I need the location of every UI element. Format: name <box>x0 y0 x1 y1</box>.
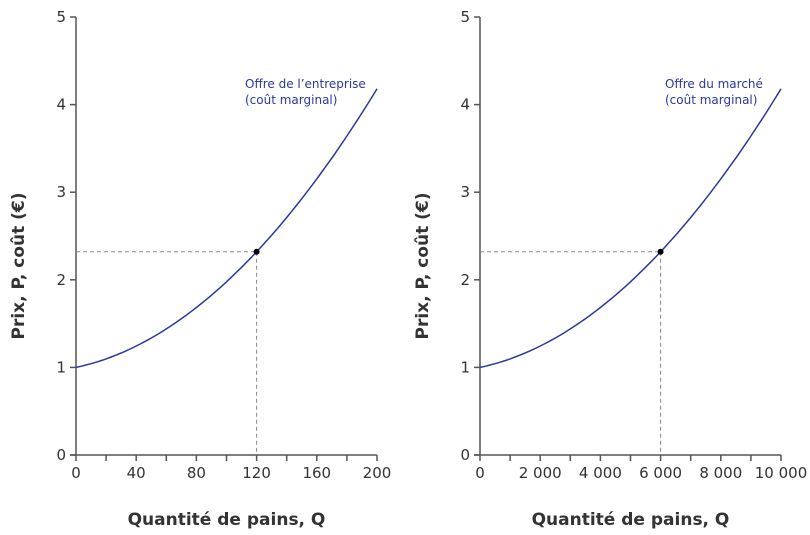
y-tick-label: 5 <box>460 8 470 26</box>
x-tick-label: 160 <box>302 464 331 482</box>
y-tick-label: 2 <box>56 271 66 289</box>
supply-curve <box>75 88 378 369</box>
y-tick-label: 0 <box>460 446 470 464</box>
x-tick-label: 10 000 <box>755 464 808 482</box>
equilibrium-point <box>657 248 664 255</box>
x-tick-label: 6 000 <box>639 464 682 482</box>
curve-annotation: (coût marginal) <box>245 93 337 107</box>
x-tick-label: 120 <box>242 464 271 482</box>
y-tick-label: 4 <box>56 96 66 114</box>
x-tick-label: 40 <box>127 464 146 482</box>
x-tick-label: 0 <box>71 464 81 482</box>
y-tick-label: 0 <box>56 446 66 464</box>
y-tick-label: 2 <box>460 271 470 289</box>
curve-annotation: (coût marginal) <box>665 93 757 107</box>
x-tick-label: 200 <box>363 464 392 482</box>
y-tick-label: 3 <box>460 183 470 201</box>
y-axis-label: Prix, P, coût (€) <box>413 193 433 340</box>
x-tick-label: 80 <box>187 464 206 482</box>
curve-annotation: Offre du marché <box>665 77 763 91</box>
supply-curve <box>479 88 782 369</box>
y-tick-label: 1 <box>460 358 470 376</box>
y-axis-label: Prix, P, coût (€) <box>9 193 29 340</box>
chart-panel-2: 0 1 2 3 4 5 0 2 000 4 000 6 000 8 000 10 000 Quantit… <box>413 8 807 530</box>
x-axis-label: Quantité de pains, Q <box>532 510 730 530</box>
y-tick-label: 4 <box>460 96 470 114</box>
y-tick-label: 3 <box>56 183 66 201</box>
equilibrium-point <box>253 248 260 255</box>
y-tick-label: 1 <box>56 358 66 376</box>
chart-panel-1: 0 1 2 3 4 5 0 40 80 120 160 200 Quantité de pains, Q… <box>9 8 391 530</box>
x-tick-label: 8 000 <box>699 464 742 482</box>
x-axis-label: Quantité de pains, Q <box>128 510 326 530</box>
y-tick-label: 5 <box>56 8 66 26</box>
x-tick-label: 0 <box>475 464 485 482</box>
x-tick-label: 2 000 <box>519 464 562 482</box>
curve-annotation: Offre de l’entreprise <box>245 77 366 91</box>
x-tick-label: 4 000 <box>579 464 622 482</box>
